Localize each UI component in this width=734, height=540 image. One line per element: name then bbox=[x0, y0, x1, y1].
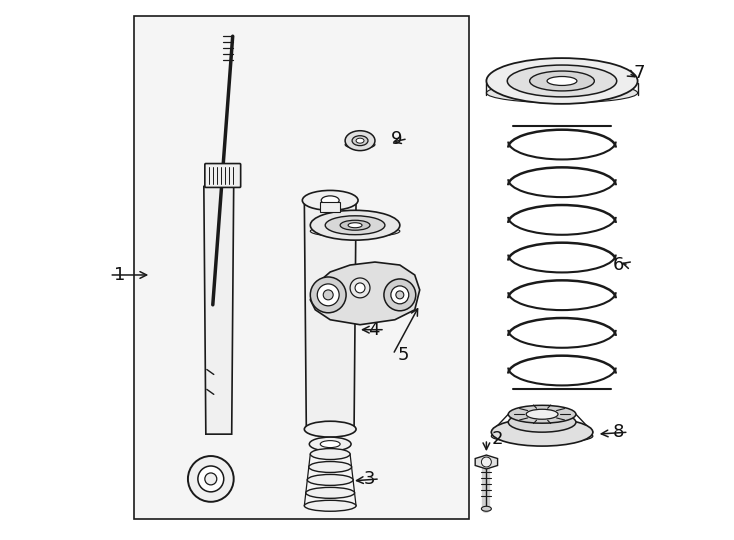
Ellipse shape bbox=[487, 58, 638, 104]
Circle shape bbox=[396, 291, 404, 299]
Ellipse shape bbox=[310, 449, 350, 460]
Bar bbox=[134, 16, 470, 519]
Ellipse shape bbox=[526, 409, 558, 419]
Ellipse shape bbox=[348, 222, 362, 228]
Circle shape bbox=[350, 278, 370, 298]
Ellipse shape bbox=[188, 456, 233, 502]
Circle shape bbox=[310, 277, 346, 313]
Ellipse shape bbox=[325, 216, 385, 235]
Circle shape bbox=[384, 279, 415, 311]
Ellipse shape bbox=[198, 466, 224, 492]
Circle shape bbox=[317, 284, 339, 306]
Text: 4: 4 bbox=[368, 321, 380, 339]
Text: 7: 7 bbox=[633, 64, 645, 82]
Ellipse shape bbox=[310, 210, 400, 240]
Ellipse shape bbox=[345, 131, 375, 151]
Ellipse shape bbox=[352, 136, 368, 146]
Ellipse shape bbox=[320, 441, 340, 448]
Bar bbox=[320, 202, 340, 212]
Circle shape bbox=[391, 286, 409, 304]
Ellipse shape bbox=[345, 140, 375, 148]
Ellipse shape bbox=[356, 138, 364, 143]
Circle shape bbox=[482, 457, 491, 467]
Ellipse shape bbox=[321, 196, 339, 205]
Ellipse shape bbox=[491, 418, 593, 446]
Ellipse shape bbox=[305, 500, 356, 511]
Polygon shape bbox=[204, 186, 233, 434]
Text: 1: 1 bbox=[115, 266, 126, 284]
Ellipse shape bbox=[309, 437, 351, 451]
Ellipse shape bbox=[508, 406, 576, 423]
Ellipse shape bbox=[340, 220, 370, 230]
Text: 3: 3 bbox=[363, 470, 375, 488]
Polygon shape bbox=[305, 200, 356, 429]
Text: 5: 5 bbox=[398, 346, 410, 363]
Ellipse shape bbox=[547, 77, 577, 85]
Ellipse shape bbox=[530, 71, 595, 91]
Circle shape bbox=[355, 283, 365, 293]
Ellipse shape bbox=[305, 421, 356, 437]
Ellipse shape bbox=[491, 429, 593, 443]
Text: 2: 2 bbox=[491, 430, 503, 448]
Ellipse shape bbox=[205, 473, 217, 485]
Ellipse shape bbox=[306, 488, 355, 498]
Polygon shape bbox=[310, 262, 420, 325]
FancyBboxPatch shape bbox=[205, 164, 241, 187]
Ellipse shape bbox=[487, 83, 638, 103]
Polygon shape bbox=[475, 455, 498, 469]
Ellipse shape bbox=[508, 412, 576, 432]
Text: 6: 6 bbox=[612, 256, 624, 274]
Text: 8: 8 bbox=[612, 423, 624, 441]
Circle shape bbox=[323, 290, 333, 300]
Ellipse shape bbox=[302, 191, 358, 210]
Ellipse shape bbox=[308, 475, 353, 485]
Ellipse shape bbox=[507, 65, 617, 97]
Ellipse shape bbox=[310, 225, 400, 237]
Text: 9: 9 bbox=[391, 130, 403, 147]
Ellipse shape bbox=[482, 507, 491, 511]
Ellipse shape bbox=[309, 462, 352, 472]
